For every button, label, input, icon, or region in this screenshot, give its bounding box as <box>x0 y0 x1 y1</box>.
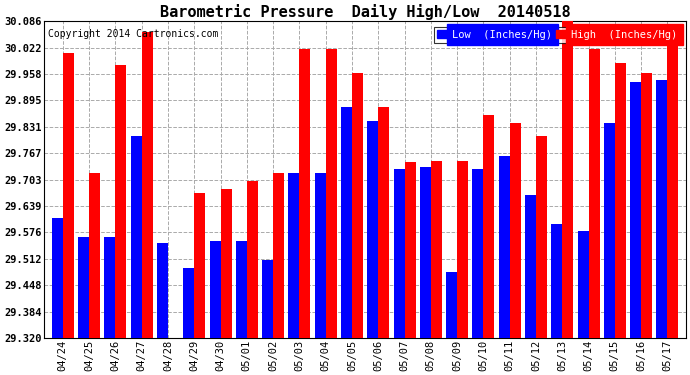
Bar <box>525 195 536 338</box>
Bar <box>115 65 126 338</box>
Bar <box>247 181 258 338</box>
Bar <box>367 121 378 338</box>
Bar <box>420 166 431 338</box>
Bar <box>457 161 469 338</box>
Bar <box>589 49 600 338</box>
Bar <box>195 194 206 338</box>
Bar <box>667 45 678 338</box>
Bar <box>604 123 615 338</box>
Bar <box>63 53 74 338</box>
Bar <box>431 161 442 338</box>
Bar <box>52 218 63 338</box>
Bar <box>378 106 389 338</box>
Bar <box>484 115 495 338</box>
Bar <box>341 106 352 338</box>
Bar <box>273 173 284 338</box>
Bar <box>104 237 115 338</box>
Bar <box>184 268 195 338</box>
Bar <box>578 231 589 338</box>
Title: Barometric Pressure  Daily High/Low  20140518: Barometric Pressure Daily High/Low 20140… <box>160 4 571 20</box>
Bar <box>615 63 626 338</box>
Bar <box>89 173 100 338</box>
Bar <box>315 173 326 338</box>
Bar <box>393 169 404 338</box>
Bar <box>288 173 299 338</box>
Bar <box>473 169 484 338</box>
Bar <box>352 74 363 338</box>
Bar <box>262 260 273 338</box>
Legend: Low  (Inches/Hg), High  (Inches/Hg): Low (Inches/Hg), High (Inches/Hg) <box>434 27 680 43</box>
Bar <box>141 32 152 338</box>
Bar <box>157 243 168 338</box>
Bar <box>656 80 667 338</box>
Bar <box>221 189 232 338</box>
Bar <box>499 156 510 338</box>
Bar <box>510 123 521 338</box>
Bar <box>536 135 547 338</box>
Bar <box>630 82 641 338</box>
Bar <box>168 338 179 371</box>
Bar <box>299 49 310 338</box>
Bar <box>551 225 562 338</box>
Bar <box>326 49 337 338</box>
Bar <box>404 162 415 338</box>
Bar <box>236 241 247 338</box>
Bar <box>210 241 221 338</box>
Bar <box>641 74 652 338</box>
Bar <box>562 21 573 338</box>
Text: Copyright 2014 Cartronics.com: Copyright 2014 Cartronics.com <box>48 29 218 39</box>
Bar <box>446 272 457 338</box>
Bar <box>130 135 141 338</box>
Bar <box>78 237 89 338</box>
